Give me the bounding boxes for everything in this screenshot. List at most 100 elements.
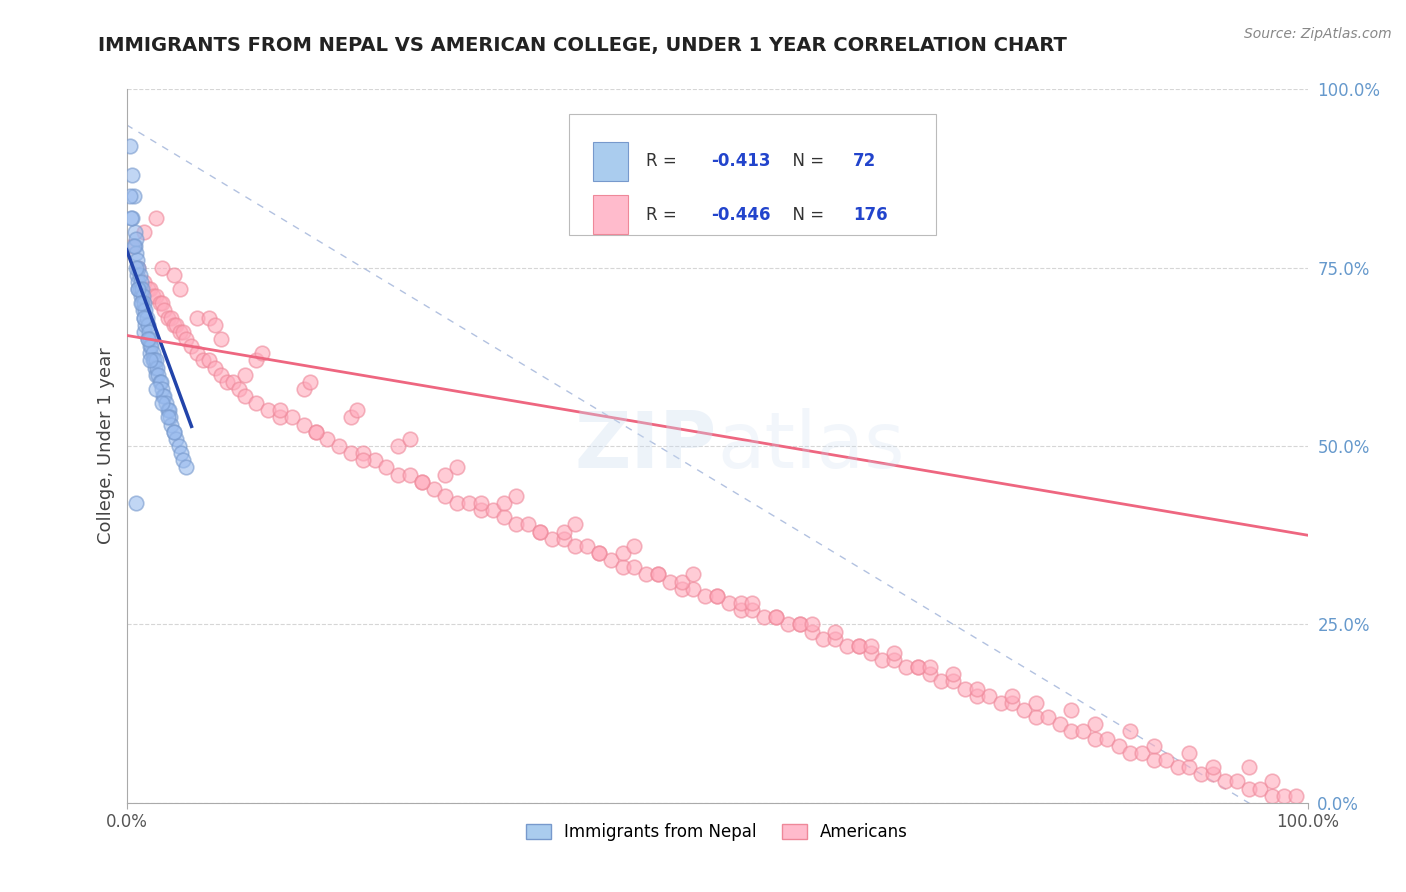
Point	[150, 296, 173, 310]
Point	[1025, 696, 1047, 710]
Point	[134, 225, 156, 239]
Point	[145, 368, 167, 382]
Point	[741, 596, 763, 610]
Point	[859, 646, 882, 660]
Point	[765, 610, 787, 624]
Point	[141, 346, 163, 360]
Point	[328, 439, 350, 453]
Point	[172, 325, 194, 339]
Point	[122, 239, 145, 253]
Point	[529, 524, 551, 539]
Point	[765, 610, 787, 624]
Point	[153, 303, 176, 318]
Point	[517, 517, 540, 532]
Point	[127, 282, 149, 296]
Point	[165, 318, 187, 332]
Point	[1285, 789, 1308, 803]
Text: N =: N =	[782, 153, 830, 170]
Point	[141, 289, 163, 303]
Point	[623, 539, 645, 553]
Point	[953, 681, 976, 696]
Point	[1060, 703, 1083, 717]
Point	[125, 496, 148, 510]
Point	[163, 425, 186, 439]
Point	[135, 310, 157, 325]
Point	[233, 368, 256, 382]
Point	[576, 539, 599, 553]
Point	[1119, 724, 1142, 739]
Point	[304, 425, 326, 439]
Point	[252, 346, 274, 360]
Point	[150, 260, 173, 275]
Point	[706, 589, 728, 603]
Point	[730, 603, 752, 617]
Point	[142, 353, 165, 368]
Point	[172, 453, 194, 467]
Point	[1084, 717, 1107, 731]
Point	[245, 396, 267, 410]
Point	[352, 453, 374, 467]
Text: -0.446: -0.446	[711, 206, 770, 224]
Text: IMMIGRANTS FROM NEPAL VS AMERICAN COLLEGE, UNDER 1 YEAR CORRELATION CHART: IMMIGRANTS FROM NEPAL VS AMERICAN COLLEG…	[98, 36, 1067, 54]
Point	[165, 432, 187, 446]
Point	[340, 446, 363, 460]
Point	[1178, 760, 1201, 774]
Point	[125, 260, 148, 275]
Point	[167, 439, 190, 453]
Point	[588, 546, 610, 560]
Point	[121, 211, 143, 225]
Point	[163, 268, 186, 282]
Point	[316, 432, 339, 446]
Point	[127, 253, 149, 268]
Point	[269, 403, 291, 417]
Point	[1130, 746, 1153, 760]
Point	[139, 332, 162, 346]
Point	[966, 681, 988, 696]
Point	[139, 339, 162, 353]
Text: N =: N =	[782, 206, 830, 224]
Point	[800, 624, 823, 639]
Point	[209, 332, 232, 346]
Point	[145, 382, 167, 396]
Point	[245, 353, 267, 368]
Point	[136, 318, 159, 332]
Point	[160, 310, 183, 325]
Point	[127, 260, 149, 275]
Point	[824, 624, 846, 639]
Point	[127, 268, 149, 282]
Point	[883, 646, 905, 660]
Point	[134, 310, 156, 325]
Point	[411, 475, 433, 489]
Point	[139, 346, 162, 360]
Point	[128, 268, 150, 282]
Point	[564, 517, 586, 532]
Point	[150, 382, 173, 396]
Point	[127, 260, 149, 275]
Legend: Immigrants from Nepal, Americans: Immigrants from Nepal, Americans	[519, 817, 915, 848]
Point	[446, 460, 468, 475]
Point	[671, 582, 693, 596]
Point	[136, 282, 159, 296]
Point	[907, 660, 929, 674]
Point	[169, 325, 191, 339]
Point	[1272, 789, 1295, 803]
FancyBboxPatch shape	[593, 195, 628, 235]
Point	[121, 168, 143, 182]
Point	[222, 375, 245, 389]
Point	[564, 539, 586, 553]
Point	[134, 318, 156, 332]
Point	[129, 289, 152, 303]
Point	[375, 460, 398, 475]
Point	[160, 417, 183, 432]
Point	[134, 325, 156, 339]
Point	[399, 432, 422, 446]
Point	[136, 332, 159, 346]
Point	[540, 532, 562, 546]
Point	[153, 389, 176, 403]
Point	[647, 567, 669, 582]
Point	[1143, 753, 1166, 767]
Point	[138, 325, 160, 339]
Point	[124, 225, 146, 239]
Point	[169, 282, 191, 296]
Point	[122, 189, 145, 203]
